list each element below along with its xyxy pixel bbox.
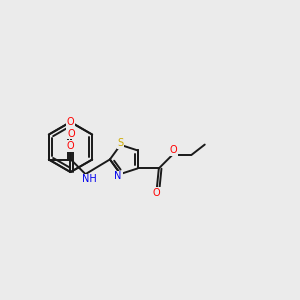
Text: O: O: [169, 145, 177, 155]
Text: O: O: [67, 129, 75, 139]
Text: NH: NH: [82, 174, 96, 184]
Text: N: N: [115, 171, 122, 181]
Text: S: S: [117, 138, 124, 148]
Text: O: O: [152, 188, 160, 198]
Text: O: O: [67, 141, 74, 151]
Text: O: O: [67, 117, 74, 127]
